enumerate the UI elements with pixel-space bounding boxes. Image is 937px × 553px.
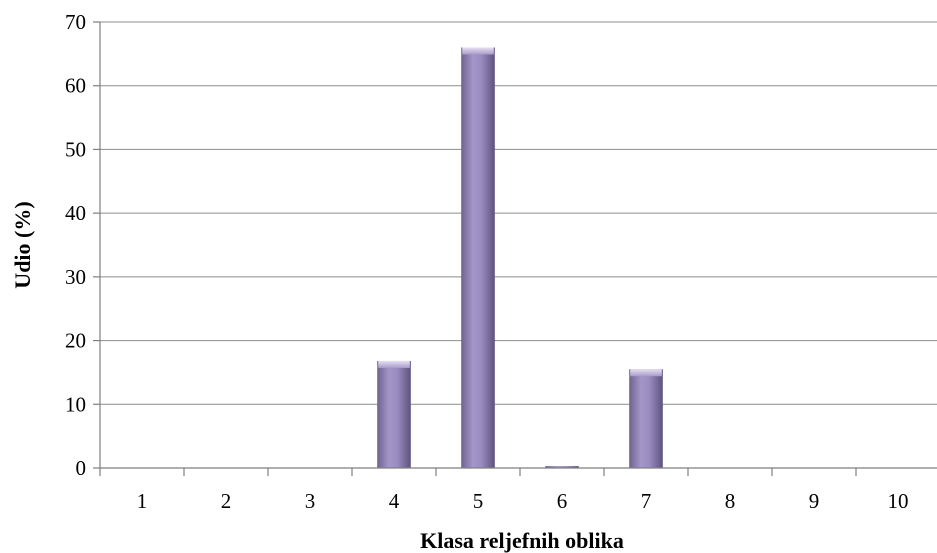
y-tick-label: 0: [76, 456, 87, 480]
bar-body: [377, 360, 411, 468]
bar-body: [545, 466, 579, 468]
x-tick-label: 10: [888, 489, 909, 513]
bars: [377, 47, 663, 468]
x-tick-label: 5: [473, 489, 484, 513]
y-axis-title: Udio (%): [10, 201, 35, 288]
x-tick-label: 7: [641, 489, 652, 513]
x-tick-label: 4: [389, 489, 400, 513]
x-tick-label: 2: [221, 489, 232, 513]
y-tick-label: 10: [65, 392, 86, 416]
y-tick-label: 40: [65, 201, 86, 225]
x-tick-label: 8: [725, 489, 736, 513]
y-tick-label: 70: [65, 10, 86, 34]
bar-4: [377, 360, 411, 468]
x-tick-label: 6: [557, 489, 568, 513]
bar-cap: [462, 47, 494, 55]
axes: [93, 21, 937, 476]
bar-cap: [630, 369, 662, 377]
bar-5: [461, 47, 495, 468]
x-tick-label: 9: [809, 489, 820, 513]
bar-6: [545, 466, 579, 468]
tick-labels: 0 10 20 30 40 50 60 70 1 2 3 4 5 6 7 8 9 10: [65, 10, 909, 513]
y-tick-label: 30: [65, 265, 86, 289]
bar-body: [461, 47, 495, 468]
bar-7: [629, 369, 663, 468]
bar-body: [629, 369, 663, 468]
gridlines: [100, 21, 937, 405]
x-tick-label: 3: [305, 489, 316, 513]
y-tick-label: 50: [65, 137, 86, 161]
x-axis-title: Klasa reljefnih oblika: [420, 528, 624, 553]
bar-cap: [378, 360, 410, 368]
y-tick-label: 60: [65, 74, 86, 98]
x-tick-label: 1: [137, 489, 148, 513]
y-tick-label: 20: [65, 329, 86, 353]
